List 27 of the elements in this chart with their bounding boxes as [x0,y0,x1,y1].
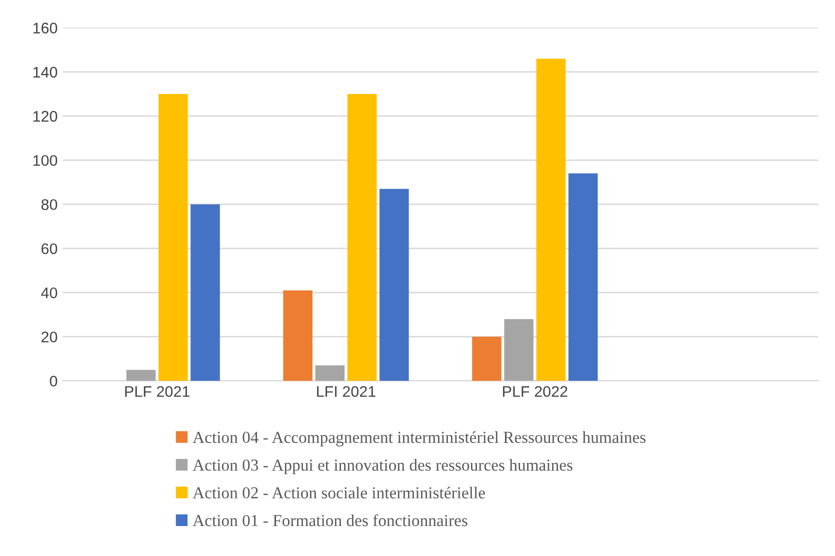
y-tick-label: 40 [41,287,58,298]
legend-label: Action 02 - Action sociale interministérielle [192,486,485,498]
bar [190,204,220,381]
y-tick-label: 140 [33,66,58,78]
bar [536,58,566,381]
bar [472,336,502,381]
bar [315,365,345,381]
x-tick-label: PLF 2022 [503,386,568,397]
y-tick-label: 160 [33,22,58,34]
bar [347,94,377,381]
y-tick-label: 120 [33,110,58,122]
legend-label: Action 03 - Appui et innovation des ressources humaines [192,459,572,474]
y-tick-label: 100 [33,155,58,166]
y-tick-label: 0 [50,376,58,387]
y-tick-label: 20 [42,332,58,342]
bar [380,188,409,381]
bar [504,319,534,381]
bar [283,290,312,381]
x-tick-label: PLF 2021 [125,386,190,397]
bar [126,370,156,381]
x-tick-label: LFI 2021 [317,386,376,397]
y-tick-label: 60 [42,243,58,254]
legend-label: Action 01 - Formation des fonctionnaires [192,514,468,526]
y-tick-label: 80 [41,199,58,210]
bar [568,173,598,381]
bar [158,94,188,381]
legend-label: Action 04 - Accompagnement interministériel Ressources humaines [192,431,646,446]
